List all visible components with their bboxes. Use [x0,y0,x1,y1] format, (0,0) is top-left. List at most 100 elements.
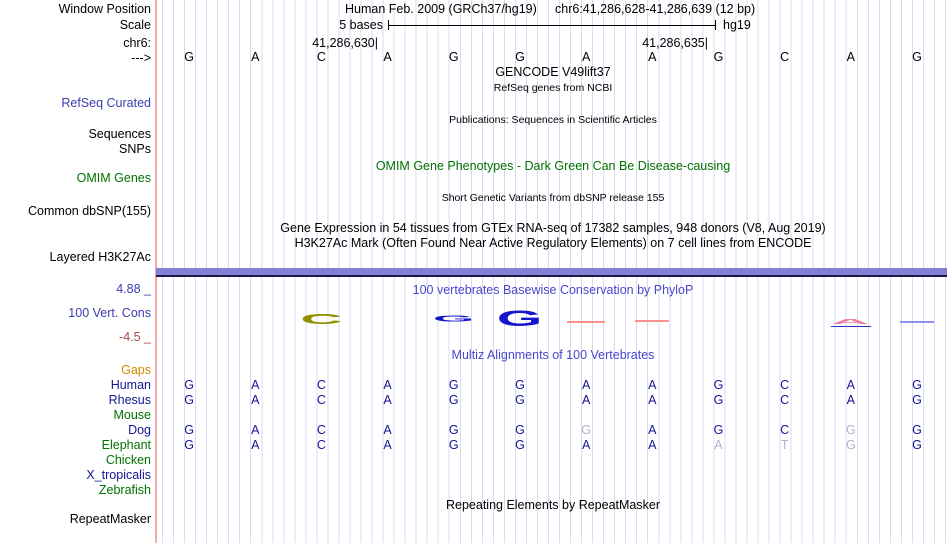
track-title-multiz[interactable]: Multiz Alignments of 100 Vertebrates [451,348,655,362]
track-title-gencode[interactable]: GENCODE V49lift37 [495,65,611,79]
aligned-base: A [251,423,260,437]
aligned-base: G [912,438,922,452]
aligned-base: A [846,393,855,407]
ref-base: G [515,50,525,64]
h3k27ac-track-bar[interactable] [156,268,947,277]
species-label-mouse[interactable]: Mouse [113,408,151,422]
aligned-base: A [581,438,591,452]
phylop-glyph-a [635,320,670,322]
track-title-omim[interactable]: OMIM Gene Phenotypes - Dark Green Can Be… [375,159,731,173]
aligned-base: G [713,423,724,437]
aligned-base: G [713,378,724,392]
phylop-letter: C [300,310,343,328]
species-label-rhesus[interactable]: Rhesus [108,393,151,407]
aligned-base: A [648,438,657,452]
track-title-gtex[interactable]: Gene Expression in 54 tissues from GTEx … [280,221,826,235]
ref-base: A [846,50,855,64]
phylop-min-value: -4.5 _ [119,330,151,344]
track-label-layered-h3k27ac[interactable]: Layered H3K27Ac [49,250,151,264]
ref-base: G [713,50,724,64]
species-label-chicken[interactable]: Chicken [105,453,151,467]
label-scale: Scale [119,18,151,32]
ref-base: A [383,50,392,64]
species-label-dog[interactable]: Dog [128,423,151,437]
aligned-base: G [912,423,922,437]
aligned-base: G [448,378,459,392]
aligned-base: A [648,393,657,407]
aligned-base: A [714,438,723,452]
ref-base: A [581,50,591,64]
aligned-base: G [184,393,194,407]
species-label-zebrafish[interactable]: Zebrafish [98,483,151,497]
track-label-repeatmasker[interactable]: RepeatMasker [69,512,151,526]
species-label-human[interactable]: Human [110,378,151,392]
aligned-base: A [648,378,657,392]
aligned-base: G [448,393,459,407]
phylop-max-value: 4.88 _ [116,282,151,296]
ref-base: G [912,50,922,64]
aligned-base: A [251,438,260,452]
label-strand-arrow: ---> [131,51,151,65]
aligned-base: A [251,393,260,407]
phylop-letter: G [433,314,475,324]
phylop-glyph-g: G [495,294,545,344]
track-title-h3k27ac[interactable]: H3K27Ac Mark (Often Found Near Active Re… [294,236,812,250]
track-label-refseq-curated[interactable]: RefSeq Curated [61,96,151,110]
phylop-letter: A [831,318,871,326]
track-title-phylop[interactable]: 100 vertebrates Basewise Conservation by… [412,283,694,297]
aligned-base: C [316,438,326,452]
aligned-base: G [845,423,856,437]
aligned-base: C [780,393,790,407]
ref-base: C [316,50,326,64]
aligned-base: G [581,423,591,437]
ref-base: A [251,50,260,64]
aligned-base: C [316,423,326,437]
aligned-base: G [184,438,194,452]
coordinate-label-left: 41,286,630| [312,36,378,50]
species-label-elephant[interactable]: Elephant [101,438,151,452]
aligned-base: A [383,438,392,452]
aligned-base: G [515,438,525,452]
aligned-base: A [383,393,392,407]
aligned-base: G [515,423,525,437]
track-label-omim-genes[interactable]: OMIM Genes [76,171,151,185]
track-title-publications[interactable]: Publications: Sequences in Scientific Ar… [449,114,657,126]
aligned-base: G [845,438,856,452]
aligned-base: G [448,423,459,437]
species-label-gaps[interactable]: Gaps [121,363,151,377]
genome-version-label: hg19 [723,18,751,32]
coordinate-label-right: 41,286,635| [642,36,708,50]
assembly-title: Human Feb. 2009 (GRCh37/hg19) [345,2,537,16]
track-labels-column: Window Position Scale chr6: ---> RefSeq … [0,0,153,543]
scale-bases-text: 5 bases [339,18,383,32]
ref-base: C [780,50,790,64]
aligned-base: G [912,393,922,407]
aligned-base: A [846,378,855,392]
phylop-glyph-a [567,321,606,323]
species-label-x_tropicalis[interactable]: X_tropicalis [86,468,151,482]
track-label-vert-cons[interactable]: 100 Vert. Cons [68,306,151,320]
ref-base: G [448,50,459,64]
aligned-base: G [448,438,459,452]
track-title-refseq[interactable]: RefSeq genes from NCBI [493,82,613,94]
label-chrom: chr6: [123,36,151,50]
aligned-base: A [648,423,657,437]
phylop-glyph-underline [830,325,871,327]
track-label-sequences[interactable]: Sequences [88,127,151,141]
track-title-dbsnp[interactable]: Short Genetic Variants from dbSNP releas… [441,192,665,204]
ref-base: G [184,50,194,64]
phylop-glyph-a: A [826,297,876,347]
track-area: Human Feb. 2009 (GRCh37/hg19) chr6:41,28… [156,0,950,543]
scale-ruler-line [388,25,716,26]
aligned-base: G [713,393,724,407]
aligned-base: G [184,423,194,437]
phylop-glyph-g [899,321,934,323]
aligned-base: A [251,378,260,392]
track-label-common-dbsnp[interactable]: Common dbSNP(155) [28,204,151,218]
aligned-base: C [780,378,790,392]
track-title-repeatmasker[interactable]: Repeating Elements by RepeatMasker [445,498,660,512]
track-label-snps[interactable]: SNPs [119,142,151,156]
